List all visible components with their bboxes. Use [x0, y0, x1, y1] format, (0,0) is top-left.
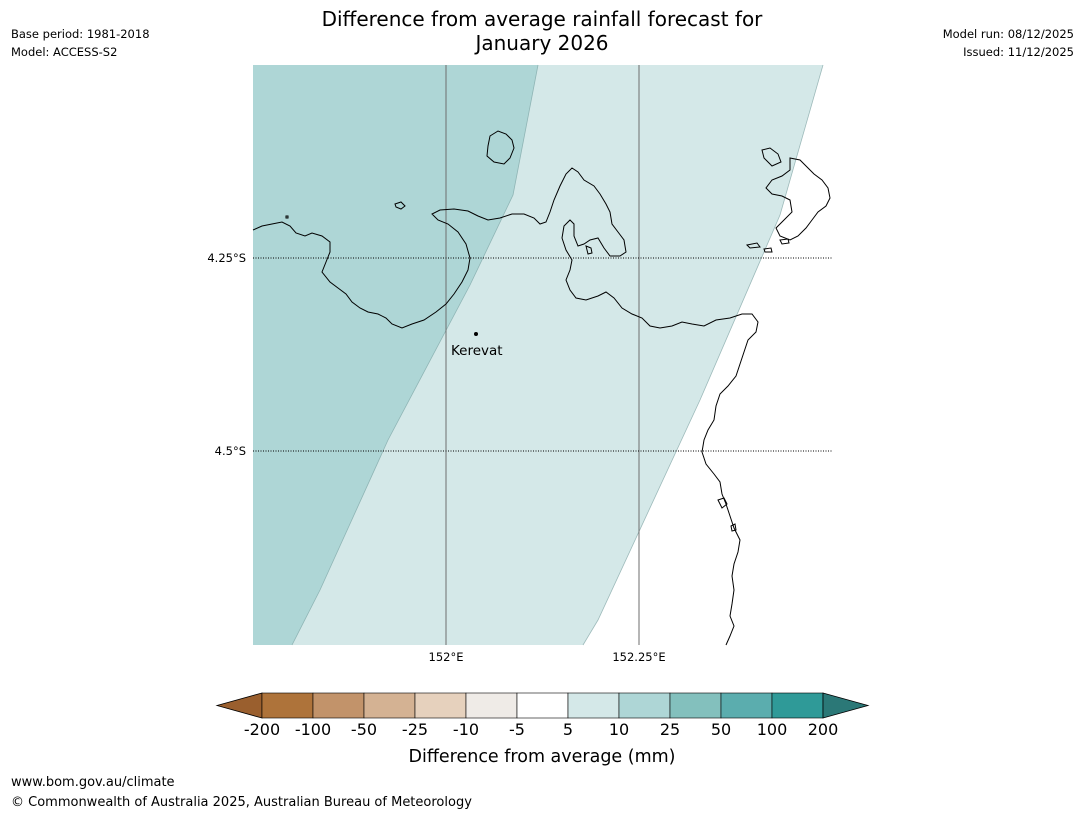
kerevat-label: Kerevat [451, 343, 503, 359]
island-small-5 [779, 238, 790, 245]
colorbar-high-arrow [822, 692, 870, 719]
island-north [486, 130, 515, 165]
island-small-8 [761, 147, 782, 167]
colorbar-tick-label: 25 [660, 720, 680, 739]
model-run: Model run: 08/12/2025 [942, 27, 1074, 41]
colorbar-tick-label: -50 [351, 720, 377, 739]
colorbar-tick-label: -5 [509, 720, 525, 739]
colorbar-tick-label: -10 [453, 720, 479, 739]
footer-copyright: © Commonwealth of Australia 2025, Austra… [11, 795, 472, 810]
colorbar-tick-label: 5 [563, 720, 573, 739]
island-small-1 [394, 201, 406, 210]
colorbar-segment [771, 692, 824, 719]
title-line-1: Difference from average rainfall forecas… [321, 7, 763, 31]
colorbar-segment [618, 692, 671, 719]
lat-label-4-5s: 4.5°S [215, 444, 246, 458]
coastline [252, 130, 831, 646]
island-small-6 [717, 497, 728, 509]
colorbar-segment [720, 692, 773, 719]
colorbar-segment [363, 692, 416, 719]
colorbar-segment [516, 692, 569, 719]
colorbar-tick-label: 10 [609, 720, 629, 739]
colorbar-segment [669, 692, 722, 719]
island-small-3 [745, 242, 761, 249]
lon-label-152e: 152°E [429, 650, 464, 664]
lon-label-152-25e: 152.25°E [612, 650, 665, 664]
colorbar-segments [261, 692, 824, 719]
island-small-4 [763, 247, 773, 253]
base-period: Base period: 1981-2018 [11, 27, 150, 41]
island-small-2 [585, 245, 593, 255]
band-boundary-east [582, 64, 824, 646]
island-small-9 [285, 215, 289, 219]
band-10-to-25 [253, 65, 538, 645]
model-name: Model: ACCESS-S2 [11, 45, 118, 59]
issued-date: Issued: 11/12/2025 [963, 45, 1074, 59]
lat-label-4-25s: 4.25°S [207, 251, 246, 265]
colorbar-tick-label: -100 [295, 720, 331, 739]
kerevat-marker [474, 332, 478, 336]
title-line-2: January 2026 [475, 31, 609, 55]
duke-of-york-islands [765, 157, 831, 241]
meta-left: Base period: 1981-2018 Model: ACCESS-S2 [11, 25, 150, 61]
colorbar-segment [312, 692, 365, 719]
colorbar-low-arrow [215, 692, 263, 719]
band-boundary [291, 64, 539, 646]
coastline-west [252, 167, 759, 646]
colorbar-tick-label: 100 [757, 720, 788, 739]
colorbar-segment [261, 692, 314, 719]
footer-url[interactable]: www.bom.gov.au/climate [11, 775, 175, 790]
map-title: Difference from average rainfall forecas… [242, 7, 842, 55]
colorbar-tick-label: -200 [244, 720, 280, 739]
colorbar-ticks: -200 -100 -50 -25 -10 -5 5 10 25 50 100 200 [244, 720, 838, 739]
shading-layer [253, 64, 824, 646]
colorbar-segment [465, 692, 518, 719]
colorbar-segment [567, 692, 620, 719]
colorbar-tick-label: -25 [402, 720, 428, 739]
colorbar: -200 -100 -50 -25 -10 -5 5 10 25 50 100 200 Differe… [215, 692, 870, 767]
meta-right: Model run: 08/12/2025 Issued: 11/12/2025 [943, 25, 1074, 61]
colorbar-title: Difference from average (mm) [408, 747, 675, 767]
colorbar-segment [414, 692, 467, 719]
colorbar-tick-label: 200 [808, 720, 839, 739]
island-small-7 [730, 523, 737, 532]
colorbar-tick-label: 50 [711, 720, 731, 739]
